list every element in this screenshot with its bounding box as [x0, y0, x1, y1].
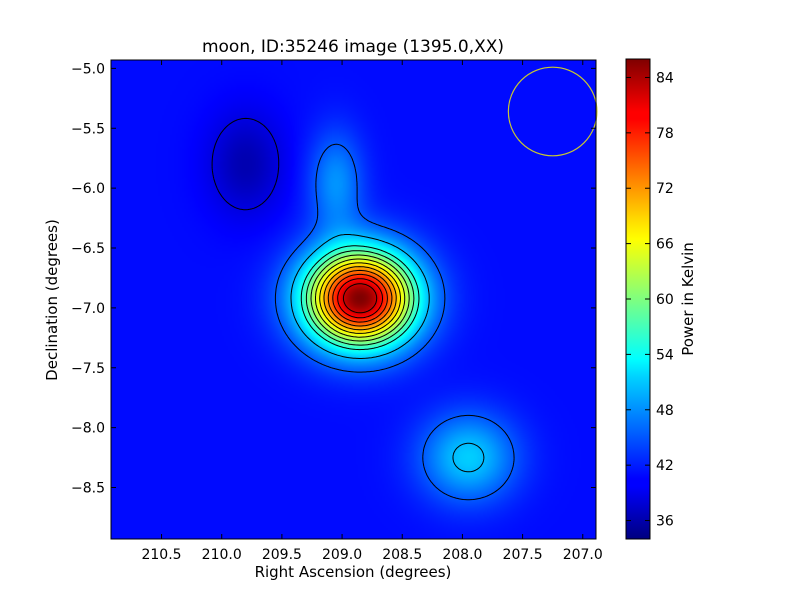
x-tick-label: 208.0	[442, 547, 482, 563]
colorbar: 36 42 48 54 60 66 72 78 84 Power in Kelvin	[625, 58, 697, 540]
y-tick-label: −7.5	[71, 361, 105, 377]
contour-level-9	[327, 269, 393, 327]
y-tick-label: −8.0	[71, 421, 105, 437]
x-tick-label: 209.0	[322, 547, 362, 563]
plot-area	[110, 59, 598, 540]
y-tick-label: −8.5	[71, 481, 105, 497]
colorbar-label: Power in Kelvin	[679, 242, 697, 356]
colorbar-tick-label: 48	[656, 403, 674, 419]
y-tick-label: −6.0	[71, 181, 105, 197]
contour-level-12	[342, 283, 378, 314]
y-axis: −5.0 −5.5 −6.0 −6.5 −7.0 −7.5 −8.0 −8.5	[71, 61, 596, 497]
x-tick-label: 207.5	[503, 547, 543, 563]
contour-level-5	[310, 254, 410, 342]
colorbar-ticks: 36 42 48 54 60 66 72 78 84	[626, 70, 674, 530]
colorbar-tick-label: 72	[656, 181, 674, 197]
y-tick-label: −5.0	[71, 61, 105, 77]
contour-level-0	[211, 117, 280, 211]
contour-level-3	[300, 245, 420, 351]
contour-level-4	[305, 250, 415, 346]
x-tick-label: 209.5	[262, 547, 302, 563]
colorbar-tick-label: 78	[656, 126, 674, 142]
chart-title: moon, ID:35246 image (1395.0,XX)	[202, 37, 504, 57]
beam-circle	[507, 66, 598, 157]
x-axis-label: Right Ascension (degrees)	[255, 563, 452, 581]
y-axis-label: Declination (degrees)	[43, 219, 61, 381]
x-tick-label: 210.0	[202, 547, 242, 563]
x-axis: 210.5 210.0 209.5 209.0 208.5 208.0 207.5 207.0	[141, 60, 603, 563]
contour-level-11	[337, 278, 383, 319]
y-tick-label: −5.5	[71, 121, 105, 137]
plot-frame	[110, 59, 597, 540]
y-tick-label: −6.5	[71, 241, 105, 257]
x-tick-label: 210.5	[141, 547, 181, 563]
colorbar-tick-label: 60	[656, 292, 674, 308]
x-tick-label: 208.5	[382, 547, 422, 563]
x-tick-label: 207.0	[563, 547, 603, 563]
colorbar-tick-label: 84	[656, 70, 674, 86]
contour-level-1	[274, 143, 515, 501]
contour-level-7	[319, 262, 401, 334]
colorbar-tick-label: 36	[656, 514, 674, 530]
colorbar-tick-label: 54	[656, 347, 674, 363]
contour-lines	[211, 117, 515, 501]
colorbar-tick-label: 42	[656, 458, 674, 474]
contour-level-8	[323, 266, 397, 331]
contour-level-2	[290, 234, 485, 473]
y-tick-label: −7.0	[71, 301, 105, 317]
colorbar-tick-label: 66	[656, 237, 674, 253]
contour-level-10	[332, 273, 388, 323]
contour-level-6	[315, 258, 406, 338]
heatmap-image	[111, 60, 596, 539]
